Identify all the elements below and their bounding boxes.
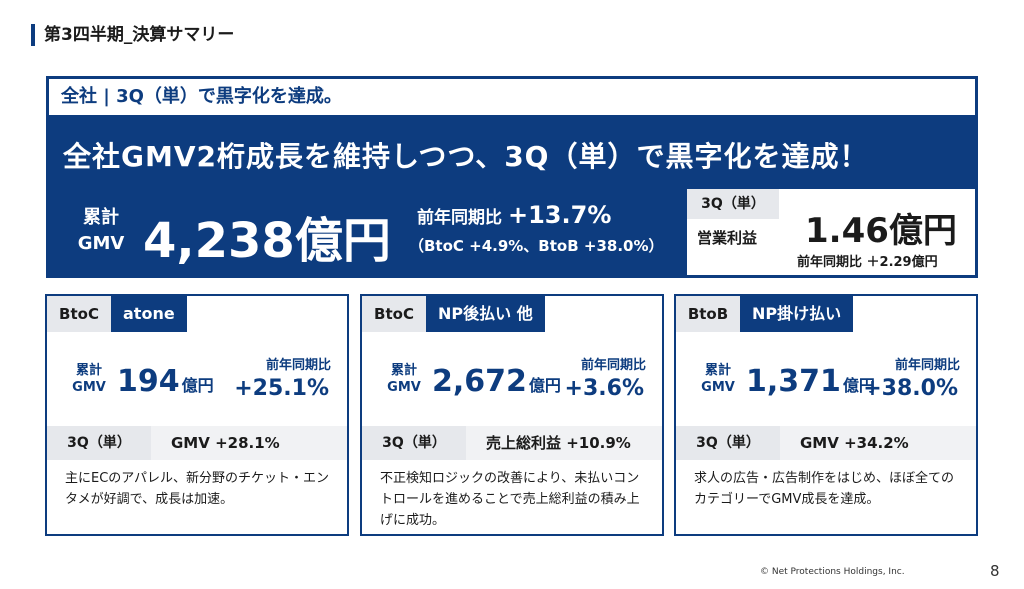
card-yoy-value: +3.6%	[564, 376, 644, 401]
segment-name-tag: atone	[111, 296, 187, 332]
segment-type-tag: BtoC	[47, 296, 111, 332]
card-gmv-unit: 億円	[181, 376, 214, 395]
card-gmv-unit: 億円	[842, 376, 875, 395]
op-period-tag: 3Q（単）	[687, 189, 779, 219]
card-description: 求人の広告・広告制作をはじめ、ほぼ全てのカテゴリーでGMV成長を達成。	[694, 471, 955, 507]
op-yoy: 前年同期比 ＋2.29億円	[797, 255, 938, 270]
total-yoy: 前年同期比 +13.7%	[417, 201, 611, 229]
gmv-label-line2: GMV	[77, 233, 125, 254]
segment-name-tag: NP後払い 他	[426, 296, 545, 332]
card-gmv-label-line1: 累計	[75, 363, 102, 378]
gmv-label-line1: 累計	[83, 207, 119, 228]
card-gmv-label-line2: GMV	[387, 380, 421, 395]
segment-card-np-atobarai: BtoC NP後払い 他 累計 GMV 2,672 億円 前年同期比 +3.6% …	[360, 294, 664, 536]
summary-banner: 全社 | 3Q（単）で黒字化を達成。 全社GMV2桁成長を維持しつつ、3Q（単）…	[46, 76, 978, 278]
banner-heading: 全社 | 3Q（単）で黒字化を達成。	[47, 77, 977, 117]
operating-profit-box: 3Q（単） 営業利益 1.46億円 前年同期比 ＋2.29億円	[687, 189, 975, 275]
card-gmv-value: 2,672 億円	[432, 364, 561, 399]
card-gmv-unit: 億円	[528, 376, 561, 395]
card-gmv-label: 累計 GMV	[384, 362, 424, 396]
page-number: 8	[990, 562, 1000, 580]
card-gmv-label-line2: GMV	[701, 380, 735, 395]
card-yoy-value: +38.0%	[863, 376, 958, 401]
card-gmv-label: 累計 GMV	[69, 362, 109, 396]
card-gmv-value: 1,371 億円	[746, 364, 875, 399]
copyright: © Net Protections Holdings, Inc.	[760, 567, 905, 577]
card-yoy-label: 前年同期比	[265, 358, 331, 373]
card-gmv-number: 2,672	[432, 364, 527, 399]
card-gmv-value: 194 億円	[117, 364, 214, 399]
op-label: 営業利益	[697, 229, 758, 247]
segment-name-tag: NP掛け払い	[740, 296, 854, 332]
segment-card-atone: BtoC atone 累計 GMV 194 億円 前年同期比 +25.1% 3Q（…	[45, 294, 349, 536]
segment-card-np-kakebarai: BtoB NP掛け払い 累計 GMV 1,371 億円 前年同期比 +38.0% …	[674, 294, 978, 536]
card-yoy-label: 前年同期比	[894, 358, 960, 373]
card-gmv-label-line1: 累計	[704, 363, 731, 378]
card-yoy-value: +25.1%	[234, 376, 329, 401]
card-gmv-label-line1: 累計	[390, 363, 417, 378]
op-value: 1.46億円	[805, 211, 957, 251]
quarter-row: 3Q（単） GMV +34.2%	[676, 426, 976, 460]
card-gmv-label: 累計 GMV	[698, 362, 738, 396]
card-gmv-label-line2: GMV	[72, 380, 106, 395]
card-description: 主にECのアパレル、新分野のチケット・エンタメが好調で、成長は加速。	[65, 471, 330, 507]
segment-type-tag: BtoB	[676, 296, 740, 332]
total-yoy-label: 前年同期比	[417, 208, 502, 228]
segment-type-tag: BtoC	[362, 296, 426, 332]
quarter-tag: 3Q（単）	[47, 426, 151, 460]
quarter-value: GMV +34.2%	[800, 434, 909, 452]
quarter-value: 売上総利益 +10.9%	[486, 434, 631, 452]
quarter-row: 3Q（単） GMV +28.1%	[47, 426, 347, 460]
yoy-breakdown: （BtoC +4.9%、BtoB +38.0%）	[409, 237, 664, 255]
slide-title: 第3四半期_決算サマリー	[31, 24, 234, 46]
card-yoy-label: 前年同期比	[580, 358, 646, 373]
card-gmv-number: 194	[117, 364, 180, 399]
total-yoy-value: +13.7%	[508, 201, 612, 229]
banner-main-text: 全社GMV2桁成長を維持しつつ、3Q（単）で黒字化を達成！	[63, 140, 869, 173]
total-gmv-label: 累計 GMV	[71, 205, 131, 257]
quarter-row: 3Q（単） 売上総利益 +10.9%	[362, 426, 662, 460]
total-gmv-value: 4,238億円	[143, 213, 391, 269]
card-description: 不正検知ロジックの改善により、未払いコントロールを進めることで売上総利益の積み上…	[380, 471, 640, 528]
quarter-tag: 3Q（単）	[676, 426, 780, 460]
card-gmv-number: 1,371	[746, 364, 841, 399]
quarter-value: GMV +28.1%	[171, 434, 280, 452]
quarter-tag: 3Q（単）	[362, 426, 466, 460]
